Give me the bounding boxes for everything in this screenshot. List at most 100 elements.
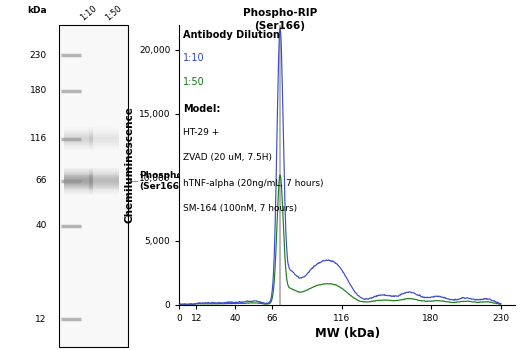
Bar [59, 25, 128, 346]
Bar [89, 129, 119, 130]
Bar [63, 141, 93, 142]
Bar [63, 127, 93, 128]
Bar [89, 127, 119, 128]
Text: Model:: Model: [183, 104, 220, 114]
Text: 1:10: 1:10 [183, 53, 204, 63]
Bar [89, 131, 119, 132]
Bar [63, 181, 93, 182]
Bar [89, 168, 119, 169]
Bar [63, 191, 93, 192]
Bar [63, 140, 93, 141]
Bar [63, 170, 93, 171]
Bar [63, 136, 93, 137]
Bar [89, 171, 119, 172]
Text: 116: 116 [30, 134, 47, 143]
Text: 40: 40 [35, 221, 47, 230]
Bar [63, 132, 93, 133]
Bar [63, 192, 93, 193]
Bar [89, 182, 119, 183]
Bar [63, 142, 93, 144]
Bar [63, 148, 93, 149]
Bar [63, 183, 93, 184]
Bar [63, 135, 93, 136]
Bar [63, 180, 93, 181]
Bar [89, 138, 119, 139]
Bar [89, 139, 119, 140]
Bar [89, 128, 119, 129]
Bar [89, 176, 119, 177]
Bar [89, 180, 119, 181]
Bar [89, 175, 119, 176]
Bar [63, 134, 93, 135]
Bar [89, 145, 119, 146]
Text: 1:50: 1:50 [183, 77, 204, 86]
Bar [89, 140, 119, 141]
Bar [89, 192, 119, 193]
Bar [89, 178, 119, 179]
Bar [89, 135, 119, 136]
Text: hTNF-alpha (20ng/mL, 7 hours): hTNF-alpha (20ng/mL, 7 hours) [183, 179, 323, 188]
Bar [63, 174, 93, 175]
Bar [63, 193, 93, 194]
Text: ZVAD (20 uM, 7.5H): ZVAD (20 uM, 7.5H) [183, 153, 272, 162]
Bar [63, 189, 93, 190]
Text: SM-164 (100nM, 7 hours): SM-164 (100nM, 7 hours) [183, 204, 297, 214]
Bar [63, 176, 93, 177]
Text: 1:50: 1:50 [104, 4, 124, 23]
Bar [63, 171, 93, 172]
Bar [89, 136, 119, 137]
Text: 230: 230 [30, 51, 47, 60]
Bar [63, 130, 93, 131]
Bar [89, 184, 119, 185]
Bar [89, 170, 119, 171]
Text: Phospho-RIP
(Ser166): Phospho-RIP (Ser166) [243, 8, 317, 31]
Text: 180: 180 [30, 86, 47, 95]
Bar [89, 185, 119, 186]
Bar [89, 186, 119, 187]
Bar [89, 187, 119, 188]
Bar [63, 129, 93, 130]
Text: HT-29 +: HT-29 + [183, 128, 219, 137]
Bar [63, 177, 93, 178]
Bar [89, 133, 119, 134]
Bar [63, 178, 93, 179]
Text: 66: 66 [35, 176, 47, 185]
Text: Phospho-RIP
(Ser166): Phospho-RIP (Ser166) [139, 170, 203, 191]
Text: kDa: kDa [27, 6, 47, 15]
Bar [89, 147, 119, 148]
Bar [89, 188, 119, 189]
Bar [63, 149, 93, 150]
X-axis label: MW (kDa): MW (kDa) [315, 327, 380, 340]
Bar [89, 177, 119, 178]
Bar [89, 148, 119, 149]
Bar [63, 145, 93, 146]
Bar [63, 182, 93, 183]
Bar [63, 137, 93, 138]
Bar [63, 172, 93, 173]
Bar [63, 186, 93, 187]
Bar [89, 179, 119, 180]
Bar [89, 173, 119, 174]
Bar [89, 149, 119, 150]
Bar [63, 179, 93, 180]
Bar [89, 134, 119, 135]
Bar [63, 190, 93, 191]
Text: 12: 12 [35, 315, 47, 324]
Bar [63, 139, 93, 140]
Bar [89, 191, 119, 192]
Bar [63, 133, 93, 134]
Bar [63, 131, 93, 132]
Text: 1:10: 1:10 [79, 4, 98, 23]
Bar [89, 183, 119, 184]
Bar [89, 190, 119, 191]
Bar [89, 144, 119, 145]
Text: Antibody Dilution: Antibody Dilution [183, 30, 280, 40]
Bar [89, 174, 119, 175]
Bar [89, 141, 119, 142]
Bar [63, 188, 93, 189]
Bar [63, 144, 93, 145]
Bar [89, 146, 119, 147]
Bar [89, 181, 119, 182]
Bar [63, 185, 93, 186]
Bar [89, 172, 119, 173]
